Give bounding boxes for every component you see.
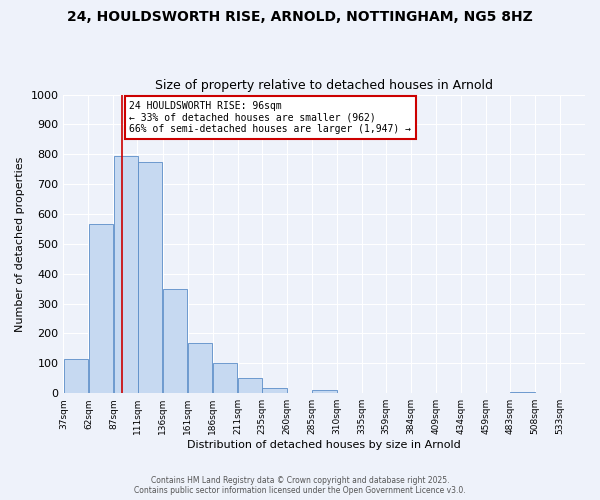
Title: Size of property relative to detached houses in Arnold: Size of property relative to detached ho… bbox=[155, 79, 493, 92]
Bar bbox=[188, 344, 212, 393]
Bar bbox=[213, 364, 238, 393]
Bar bbox=[113, 156, 139, 393]
Bar bbox=[89, 224, 113, 393]
Y-axis label: Number of detached properties: Number of detached properties bbox=[15, 156, 25, 332]
Bar bbox=[312, 390, 337, 393]
Bar bbox=[238, 378, 262, 393]
Text: 24 HOULDSWORTH RISE: 96sqm
← 33% of detached houses are smaller (962)
66% of sem: 24 HOULDSWORTH RISE: 96sqm ← 33% of deta… bbox=[130, 100, 412, 134]
Text: 24, HOULDSWORTH RISE, ARNOLD, NOTTINGHAM, NG5 8HZ: 24, HOULDSWORTH RISE, ARNOLD, NOTTINGHAM… bbox=[67, 10, 533, 24]
Text: Contains HM Land Registry data © Crown copyright and database right 2025.
Contai: Contains HM Land Registry data © Crown c… bbox=[134, 476, 466, 495]
Bar bbox=[510, 392, 535, 393]
X-axis label: Distribution of detached houses by size in Arnold: Distribution of detached houses by size … bbox=[187, 440, 461, 450]
Bar bbox=[163, 288, 187, 393]
Bar bbox=[64, 359, 88, 393]
Bar bbox=[137, 162, 163, 393]
Bar bbox=[262, 388, 287, 393]
